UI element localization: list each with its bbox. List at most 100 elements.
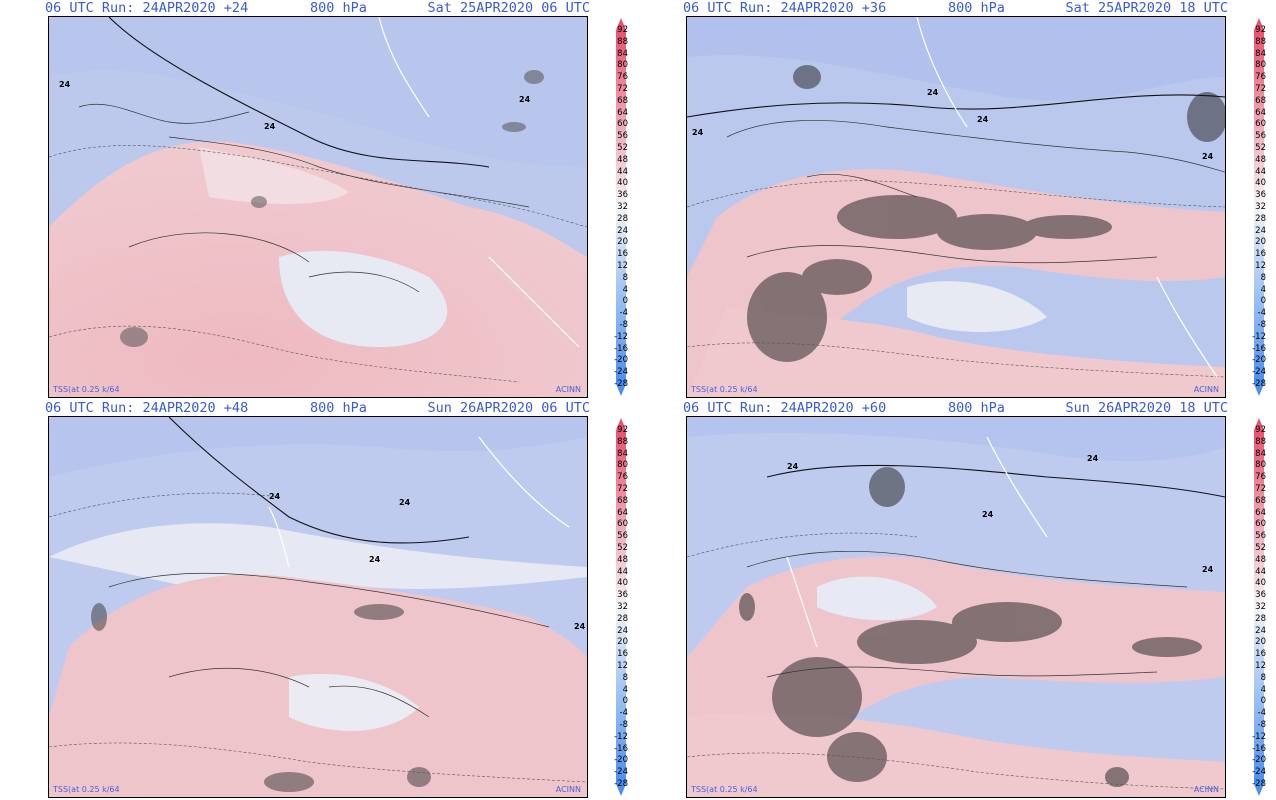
colorbar-tick-label: 16 bbox=[617, 249, 628, 260]
colorbar-tick-label: 0 bbox=[1260, 696, 1266, 707]
contour-label: 24 bbox=[269, 492, 281, 501]
colorbar-tick-label: 16 bbox=[617, 649, 628, 660]
colorbar-tick-label: -20 bbox=[1252, 355, 1266, 366]
colorbar-tick-label: -24 bbox=[1252, 767, 1266, 778]
colorbar-tick-label: 76 bbox=[1255, 472, 1266, 483]
colorbar-tick-label: 8 bbox=[1260, 272, 1266, 283]
colorbar-tick-label: -16 bbox=[1252, 743, 1266, 754]
colorbar-graphic bbox=[1254, 18, 1264, 396]
colorbar-tick-label: 84 bbox=[1255, 448, 1266, 459]
colorbar-tick-label: 52 bbox=[617, 543, 628, 553]
colorbar-tick-label: 68 bbox=[1255, 495, 1266, 506]
colorbar-tick-label: 76 bbox=[617, 72, 628, 83]
colorbar-tick-label: -4 bbox=[619, 308, 628, 319]
model-info-label: TSS(at 0.25 k/64 bbox=[53, 385, 120, 394]
contour-label: 24 bbox=[1202, 152, 1214, 161]
model-info-label: TSS(at 0.25 k/64 bbox=[53, 785, 120, 794]
source-label: ACINN bbox=[555, 385, 581, 394]
colorbar-tick-label: -16 bbox=[614, 743, 628, 754]
map-area: 24 24 24 24 TSS(at 0.25 k/64 ACINN bbox=[686, 16, 1226, 398]
colorbar-tick-label: -8 bbox=[1257, 320, 1266, 330]
model-info-label: TSS(at 0.25 k/64 bbox=[691, 385, 758, 394]
panel-header: 06 UTC Run: 24APR2020 +48 800 hPa Sun 26… bbox=[0, 400, 600, 416]
colorbar-tick-label: 72 bbox=[617, 84, 628, 94]
colorbar-tick-label: 60 bbox=[617, 119, 628, 130]
colorbar-min-arrow bbox=[616, 384, 626, 396]
model-info-label: TSS(at 0.25 k/64 bbox=[691, 785, 758, 794]
colorbar-tick-label: 52 bbox=[1255, 143, 1266, 153]
colorbar-tick-label: 44 bbox=[1255, 566, 1266, 577]
colorbar-tick-label: 48 bbox=[617, 154, 628, 165]
map-graphic: 24 24 24 24 bbox=[687, 417, 1225, 797]
colorbar-tick-label: 32 bbox=[617, 602, 628, 612]
colorbar-tick-label: 12 bbox=[1255, 261, 1266, 271]
colorbar-tick-label: -16 bbox=[1252, 343, 1266, 354]
colorbar-tick-label: 28 bbox=[617, 213, 628, 224]
colorbar-tick-label: 36 bbox=[617, 190, 628, 201]
colorbar-tick-label: -16 bbox=[614, 343, 628, 354]
level-label: 800 hPa bbox=[310, 0, 367, 16]
contour-label: 24 bbox=[519, 95, 531, 104]
colorbar-tick-label: 64 bbox=[1255, 507, 1266, 518]
valid-time-label: Sat 25APR2020 18 UTC bbox=[1065, 0, 1228, 16]
colorbar-tick-label: 12 bbox=[1255, 661, 1266, 671]
colorbar-tick-label: 92 bbox=[1255, 25, 1266, 35]
colorbar-tick-label: 88 bbox=[617, 436, 628, 447]
colorbar-tick-label: 64 bbox=[617, 507, 628, 518]
colorbar-tick-label: 28 bbox=[1255, 613, 1266, 624]
contour-label: 24 bbox=[59, 80, 71, 89]
colorbar-tick-label: 68 bbox=[617, 95, 628, 106]
colorbar-tick-label: 80 bbox=[617, 60, 628, 71]
colorbar-scale bbox=[616, 430, 626, 784]
colorbar-tick-label: 72 bbox=[1255, 484, 1266, 494]
colorbar-tick-label: 24 bbox=[1255, 225, 1266, 236]
colorbar-tick-label: 4 bbox=[622, 284, 628, 295]
panel-header: 06 UTC Run: 24APR2020 +24 800 hPa Sat 25… bbox=[0, 0, 600, 16]
colorbar-tick-label: 36 bbox=[617, 590, 628, 601]
contour-label: 24 bbox=[574, 622, 586, 631]
colorbar: 92 88 84 80 76 72 68 64 60 56 52 48 44 40 36 32 28 24 20 16… bbox=[1252, 404, 1274, 796]
contour-label: 24 bbox=[692, 128, 704, 137]
map-panel-3: 06 UTC Run: 24APR2020 +48 800 hPa Sun 26… bbox=[0, 400, 638, 800]
run-label: 06 UTC Run: 24APR2020 +48 bbox=[45, 400, 249, 416]
colorbar-tick-label: 88 bbox=[1255, 436, 1266, 447]
level-label: 800 hPa bbox=[948, 400, 1005, 416]
map-graphic: 24 24 24 24 bbox=[687, 17, 1225, 397]
colorbar-graphic bbox=[1254, 418, 1264, 796]
level-label: 800 hPa bbox=[948, 0, 1005, 16]
colorbar-tick-label: 20 bbox=[1255, 237, 1266, 248]
colorbar-tick-label: -12 bbox=[1252, 731, 1266, 742]
colorbar-tick-label: -20 bbox=[614, 755, 628, 766]
map-area: 24 24 24 24 TSS(at 0.25 k/64 ACINN bbox=[686, 416, 1226, 798]
colorbar-tick-label: 40 bbox=[1255, 578, 1266, 589]
colorbar-tick-label: 8 bbox=[622, 672, 628, 683]
colorbar-tick-label: 72 bbox=[617, 484, 628, 494]
colorbar-tick-label: -8 bbox=[619, 320, 628, 330]
colorbar-tick-label: 84 bbox=[617, 48, 628, 59]
colorbar-tick-label: 8 bbox=[622, 272, 628, 283]
contour-label: 24 bbox=[787, 462, 799, 471]
colorbar-tick-label: 40 bbox=[617, 578, 628, 589]
colorbar: 92 88 84 80 76 72 68 64 60 56 52 48 44 40 36 32 28 24 20 16… bbox=[1252, 4, 1274, 396]
colorbar-min-arrow bbox=[1254, 384, 1264, 396]
colorbar-tick-label: 12 bbox=[617, 661, 628, 671]
valid-time-label: Sun 26APR2020 18 UTC bbox=[1065, 400, 1228, 416]
colorbar-tick-label: 60 bbox=[1255, 119, 1266, 130]
colorbar-tick-label: -4 bbox=[1257, 308, 1266, 319]
colorbar-tick-label: -28 bbox=[614, 779, 628, 789]
map-panel-1: 06 UTC Run: 24APR2020 +24 800 hPa Sat 25… bbox=[0, 0, 638, 400]
colorbar-tick-label: 56 bbox=[1255, 131, 1266, 142]
colorbar-tick-label: 20 bbox=[1255, 637, 1266, 648]
colorbar-tick-label: 56 bbox=[617, 131, 628, 142]
source-label: ACINN bbox=[1193, 385, 1219, 394]
colorbar-tick-label: 36 bbox=[1255, 590, 1266, 601]
colorbar-tick-label: 44 bbox=[617, 166, 628, 177]
colorbar-tick-label: 80 bbox=[1255, 460, 1266, 471]
colorbar-tick-label: 20 bbox=[617, 637, 628, 648]
colorbar-scale bbox=[1254, 430, 1264, 784]
colorbar-tick-label: 16 bbox=[1255, 249, 1266, 260]
colorbar-tick-label: -12 bbox=[1252, 331, 1266, 342]
colorbar-tick-label: 40 bbox=[1255, 178, 1266, 189]
contour-label: 24 bbox=[399, 498, 411, 507]
run-label: 06 UTC Run: 24APR2020 +24 bbox=[45, 0, 249, 16]
